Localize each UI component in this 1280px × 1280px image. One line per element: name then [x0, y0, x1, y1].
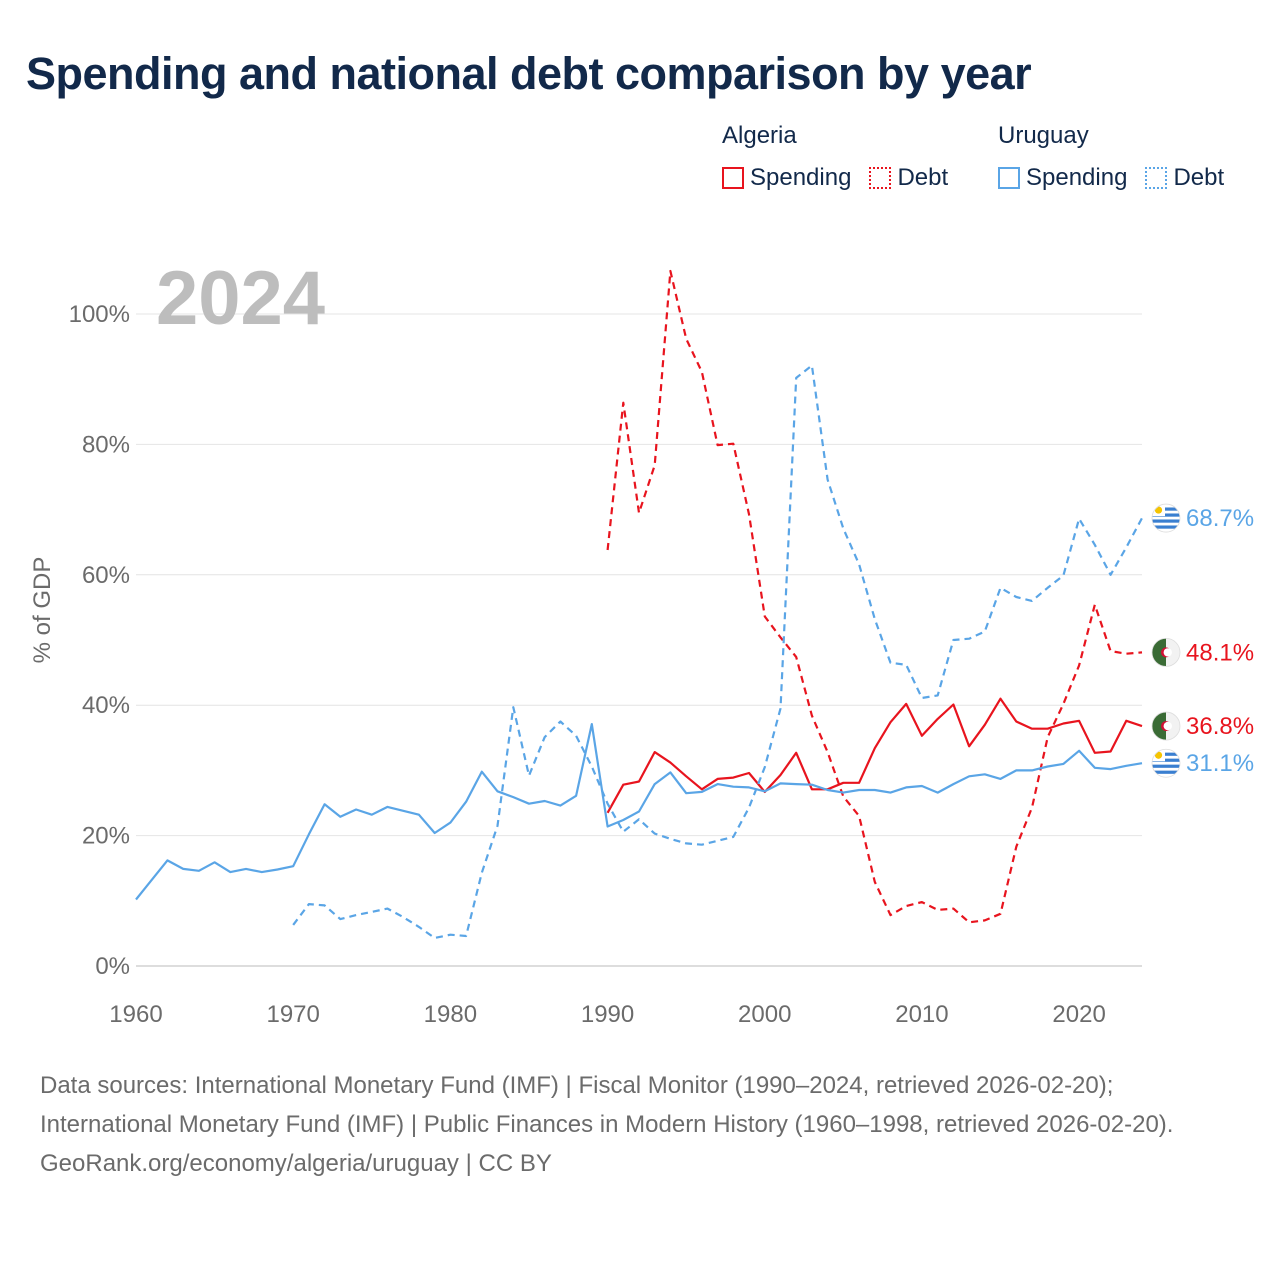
y-tick-label: 60%	[82, 562, 130, 589]
legend-label: Spending	[750, 164, 852, 191]
series-line-algeria-debt[interactable]	[606, 269, 1143, 924]
end-label-algeria-spending: 36.8%	[1186, 713, 1254, 740]
legend-label: Debt	[897, 164, 949, 191]
x-tick-label: 1970	[266, 1001, 319, 1028]
end-label-uruguay-spending: 31.1%	[1186, 750, 1254, 777]
legend-group-algeria: Algeria Spending Debt	[722, 122, 966, 192]
x-tick-label: 1960	[109, 1001, 162, 1028]
legend-item-uruguay-debt[interactable]: Debt	[1145, 164, 1224, 192]
x-tick-label: 1980	[424, 1001, 477, 1028]
end-labels: 68.7% 48.1% 36.8% 31.1%	[1151, 503, 1254, 778]
x-tick-label: 2000	[738, 1001, 791, 1028]
credit-link[interactable]: GeoRank.org/economy/algeria/uruguay | CC…	[40, 1150, 552, 1177]
legend-swatch-dotted	[1145, 167, 1168, 189]
y-tick-label: 20%	[82, 823, 130, 850]
footer: Data sources: International Monetary Fun…	[40, 1066, 1240, 1183]
legend-group-name: Uruguay	[998, 122, 1089, 149]
year-watermark: 2024	[156, 256, 325, 341]
legend-item-algeria-debt[interactable]: Debt	[869, 164, 948, 192]
legend-label: Debt	[1173, 164, 1225, 191]
data-sources: Data sources: International Monetary Fun…	[40, 1072, 1174, 1138]
x-tick-label: 1990	[581, 1001, 634, 1028]
legend-swatch-solid	[722, 167, 744, 189]
y-tick-label: 0%	[95, 953, 130, 980]
uruguay-flag-icon	[1151, 503, 1181, 533]
y-tick-label: 100%	[69, 301, 130, 328]
x-tick-label: 2020	[1052, 1001, 1105, 1028]
end-label-algeria-debt: 48.1%	[1186, 639, 1254, 666]
series-line-uruguay-debt[interactable]	[292, 364, 1143, 940]
line-chart: 2024 % of GDP 0% 20% 40% 60% 80% 100% 1960 1970…	[29, 256, 1254, 1028]
y-tick-label: 80%	[82, 431, 130, 458]
legend-swatch-solid	[998, 167, 1020, 189]
algeria-flag-icon	[1151, 711, 1181, 741]
legend-swatch-dotted	[869, 167, 892, 189]
series	[135, 269, 1143, 940]
uruguay-flag-icon	[1151, 748, 1181, 778]
y-axis-label: % of GDP	[29, 557, 56, 664]
series-line-uruguay-spending[interactable]	[135, 722, 1143, 901]
legend-group-name: Algeria	[722, 122, 797, 149]
series-line-algeria-spending[interactable]	[606, 697, 1143, 814]
legend-item-uruguay-spending[interactable]: Spending	[998, 164, 1127, 192]
chart-title: Spending and national debt comparison by…	[26, 48, 1032, 99]
legend-item-algeria-spending[interactable]: Spending	[722, 164, 851, 192]
legend-label: Spending	[1026, 164, 1128, 191]
end-label-uruguay-debt: 68.7%	[1186, 505, 1254, 532]
axes: 0% 20% 40% 60% 80% 100% 1960 1970 1980 1990 2000 20…	[69, 301, 1142, 1028]
x-tick-label: 2010	[895, 1001, 948, 1028]
algeria-flag-icon	[1151, 637, 1181, 667]
y-tick-label: 40%	[82, 692, 130, 719]
legend-group-uruguay: Uruguay Spending Debt	[998, 122, 1224, 192]
